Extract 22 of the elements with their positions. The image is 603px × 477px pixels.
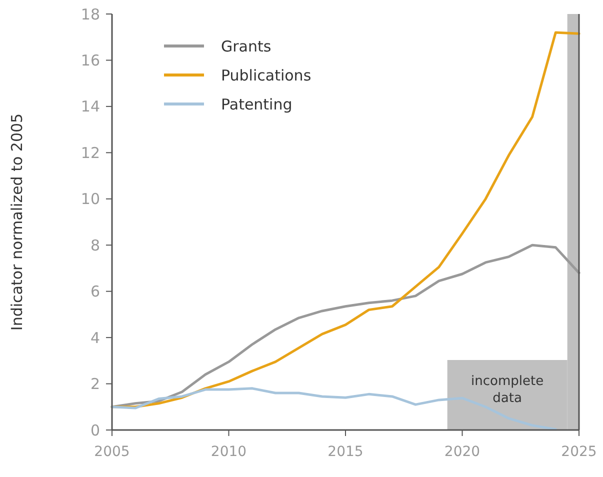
legend-label: Patenting — [221, 95, 292, 114]
y-tick-label: 10 — [80, 190, 100, 208]
y-tick-label: 14 — [80, 98, 100, 116]
legend-label: Publications — [221, 66, 312, 84]
y-tick-label: 0 — [90, 421, 100, 440]
x-tick-label: 2025 — [561, 444, 597, 460]
y-tick-label: 16 — [80, 51, 100, 70]
x-tick-label: 2015 — [328, 444, 364, 460]
x-tick-label: 2005 — [94, 444, 130, 460]
annotation: incomplete data — [471, 374, 544, 406]
y-axis-title: Indicator normalized to 2005 — [8, 113, 26, 331]
y-tick-label: 12 — [80, 144, 100, 162]
x-tick-label: 2010 — [210, 444, 247, 460]
legend-label: Grants — [221, 37, 272, 56]
y-tick-label: 6 — [90, 282, 100, 301]
y-tick-label: 18 — [80, 5, 100, 24]
y-tick-label: 8 — [90, 236, 100, 254]
line-series — [110, 244, 580, 408]
line-series — [110, 387, 557, 431]
y-tick-label: 4 — [90, 328, 100, 347]
x-tick-label: 2020 — [444, 444, 480, 460]
y-tick-label: 2 — [90, 375, 100, 394]
